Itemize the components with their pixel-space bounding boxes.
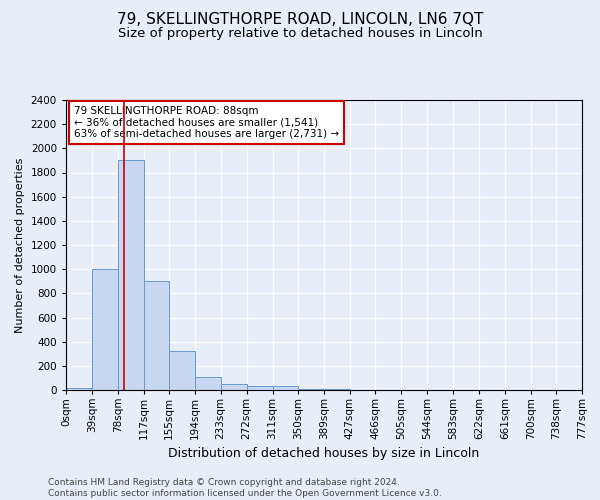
Bar <box>118 160 143 390</box>
Bar <box>92 269 118 390</box>
Bar <box>272 386 298 390</box>
Y-axis label: Number of detached properties: Number of detached properties <box>15 158 25 332</box>
Text: Size of property relative to detached houses in Lincoln: Size of property relative to detached ho… <box>118 28 482 40</box>
Text: Contains HM Land Registry data © Crown copyright and database right 2024.
Contai: Contains HM Land Registry data © Crown c… <box>48 478 442 498</box>
Bar <box>221 384 247 390</box>
Bar <box>169 352 195 390</box>
Bar <box>66 388 92 390</box>
Text: 79, SKELLINGTHORPE ROAD, LINCOLN, LN6 7QT: 79, SKELLINGTHORPE ROAD, LINCOLN, LN6 7Q… <box>117 12 483 28</box>
Bar <box>195 376 221 390</box>
Bar <box>247 386 272 390</box>
X-axis label: Distribution of detached houses by size in Lincoln: Distribution of detached houses by size … <box>169 448 479 460</box>
Bar <box>143 281 169 390</box>
Text: 79 SKELLINGTHORPE ROAD: 88sqm
← 36% of detached houses are smaller (1,541)
63% o: 79 SKELLINGTHORPE ROAD: 88sqm ← 36% of d… <box>74 106 339 139</box>
